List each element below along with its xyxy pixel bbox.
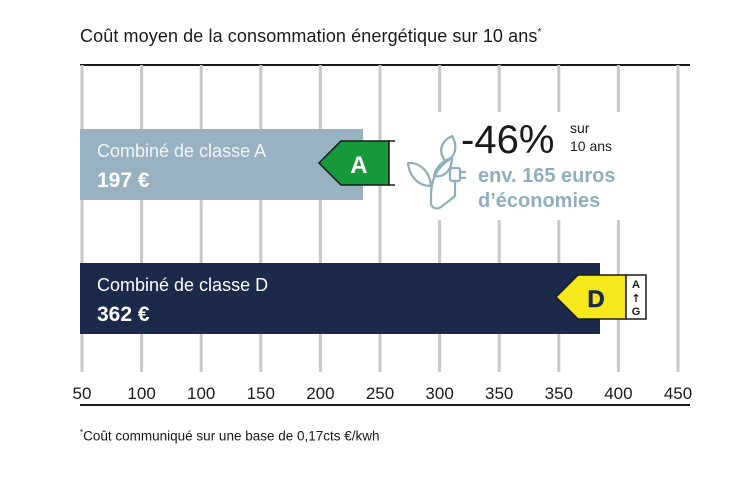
x-tick-label: 350 — [545, 384, 573, 403]
savings-percent: -46% — [461, 118, 554, 162]
bar-category-label: Combiné de classe D — [97, 275, 268, 295]
energy-scale-box — [625, 274, 647, 320]
x-tick-label: 150 — [247, 384, 275, 403]
bar-value-label: 362 € — [97, 303, 150, 326]
energy-label-letter: D — [587, 286, 604, 313]
bar-value-label: 197 € — [97, 169, 150, 192]
chart-title: Coût moyen de la consommation énergétiqu… — [80, 26, 541, 47]
bar-category-label: Combiné de classe A — [97, 141, 266, 161]
eco-plug-leaves-icon — [406, 134, 467, 210]
bar — [80, 263, 600, 334]
x-tick-label: 300 — [425, 384, 453, 403]
savings-amount: d’économies — [478, 190, 600, 212]
x-tick-label: 200 — [306, 384, 334, 403]
x-tick-label: 400 — [604, 384, 632, 403]
energy-scale-top: A — [632, 279, 640, 291]
x-tick-label: 50 — [73, 384, 92, 403]
x-tick-label: 100 — [127, 384, 155, 403]
x-tick-label: 250 — [366, 384, 394, 403]
energy-scale-bottom: G — [632, 306, 641, 318]
energy-label-letter: A — [350, 152, 367, 179]
title-footnote-mark: * — [537, 27, 542, 38]
savings-percent-suffix: sur — [570, 120, 590, 136]
x-tick-label: 100 — [187, 384, 215, 403]
savings-percent-suffix: 10 ans — [570, 138, 612, 154]
footnote: *Coût communiqué sur une base de 0,17cts… — [80, 428, 380, 444]
x-tick-label: 350 — [485, 384, 513, 403]
footnote-mark: * — [80, 428, 84, 437]
footnote-text: Coût communiqué sur une base de 0,17cts … — [83, 428, 380, 444]
annotation-background — [395, 112, 641, 220]
chart-title-text: Coût moyen de la consommation énergétiqu… — [80, 26, 538, 46]
x-tick-label: 450 — [664, 384, 692, 403]
energy-scale-arrow-icon: ↑ — [631, 292, 640, 305]
bar — [80, 129, 363, 200]
savings-amount: env. 165 euros — [478, 165, 615, 187]
